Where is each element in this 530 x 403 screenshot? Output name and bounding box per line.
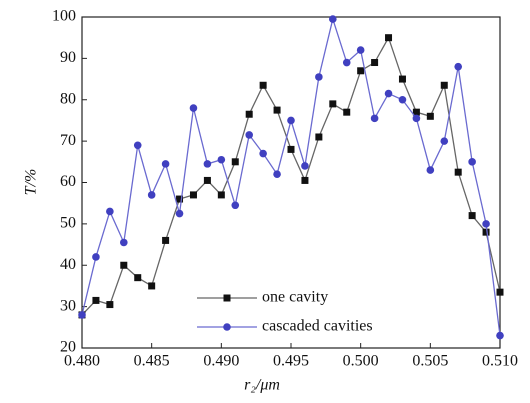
point bbox=[92, 296, 100, 304]
point bbox=[412, 108, 420, 116]
point bbox=[440, 81, 448, 89]
point bbox=[426, 166, 435, 174]
point bbox=[162, 236, 170, 244]
point bbox=[384, 89, 393, 98]
point bbox=[370, 114, 379, 123]
point bbox=[454, 168, 462, 176]
point bbox=[454, 62, 463, 71]
point bbox=[496, 331, 504, 340]
y-tick-label: 70 bbox=[60, 132, 76, 149]
x-tick-label: 0.480 bbox=[64, 353, 100, 370]
point bbox=[357, 67, 365, 75]
point bbox=[398, 75, 406, 83]
point bbox=[482, 220, 490, 228]
point bbox=[440, 137, 449, 145]
point bbox=[329, 15, 337, 23]
point bbox=[189, 104, 198, 112]
legend-label: cascaded cavities bbox=[262, 318, 373, 335]
point bbox=[106, 207, 114, 216]
point bbox=[385, 34, 393, 42]
y-tick-label: 100 bbox=[52, 8, 76, 25]
point bbox=[426, 112, 434, 120]
point bbox=[106, 301, 114, 309]
point bbox=[371, 59, 379, 67]
legend-marker bbox=[223, 294, 231, 302]
point bbox=[342, 58, 351, 67]
point bbox=[147, 191, 156, 199]
point bbox=[120, 261, 128, 269]
point bbox=[161, 160, 170, 168]
point bbox=[120, 238, 128, 247]
point bbox=[217, 191, 225, 199]
point bbox=[287, 116, 295, 125]
point bbox=[315, 73, 323, 81]
point bbox=[217, 155, 226, 164]
point bbox=[231, 201, 240, 210]
point bbox=[92, 253, 100, 261]
x-tick-label: 0.505 bbox=[412, 353, 448, 370]
point bbox=[273, 106, 281, 114]
series-line bbox=[81, 36, 501, 316]
point bbox=[496, 288, 504, 296]
point bbox=[356, 46, 365, 54]
point bbox=[468, 212, 476, 220]
point bbox=[398, 95, 407, 104]
y-axis-label: T/% bbox=[23, 169, 40, 196]
point bbox=[468, 158, 476, 166]
point bbox=[203, 160, 212, 168]
x-tick-label: 0.490 bbox=[203, 353, 239, 370]
point bbox=[343, 108, 351, 116]
x-tick-label: 0.500 bbox=[343, 353, 379, 370]
y-tick-label: 30 bbox=[60, 297, 76, 314]
point bbox=[412, 114, 421, 123]
point bbox=[482, 228, 490, 236]
legend-label: one cavity bbox=[262, 289, 328, 306]
point bbox=[176, 195, 184, 203]
x-tick-label: 0.485 bbox=[134, 353, 170, 370]
y-tick-label: 60 bbox=[60, 173, 76, 190]
point bbox=[134, 274, 142, 282]
point bbox=[189, 191, 197, 199]
y-tick-label: 40 bbox=[60, 256, 76, 273]
point bbox=[175, 209, 184, 218]
x-axis-label: r₂/μm bbox=[244, 377, 280, 394]
x-tick-label: 0.495 bbox=[273, 353, 309, 370]
y-tick-label: 20 bbox=[60, 339, 76, 356]
point bbox=[301, 176, 309, 184]
y-tick-label: 80 bbox=[60, 90, 76, 107]
point bbox=[259, 149, 267, 158]
point bbox=[273, 170, 281, 179]
y-tick-label: 90 bbox=[60, 49, 76, 66]
point bbox=[301, 162, 309, 170]
point bbox=[287, 145, 295, 153]
point bbox=[315, 133, 323, 141]
point bbox=[329, 100, 337, 108]
point bbox=[78, 311, 86, 319]
point bbox=[245, 131, 253, 139]
point bbox=[133, 141, 142, 150]
point bbox=[259, 81, 267, 89]
x-tick-label: 0.510 bbox=[482, 353, 518, 370]
point bbox=[148, 282, 156, 290]
y-tick-label: 50 bbox=[60, 215, 76, 232]
point bbox=[245, 110, 253, 118]
legend-marker bbox=[223, 323, 231, 331]
point bbox=[203, 176, 211, 184]
point bbox=[231, 158, 239, 166]
